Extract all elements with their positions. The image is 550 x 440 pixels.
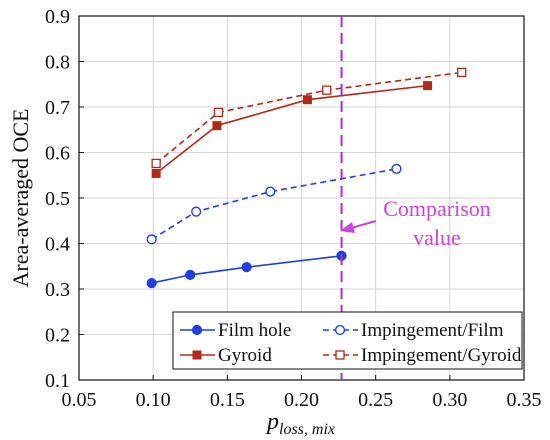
legend-marker	[334, 324, 346, 336]
y-tick-label: 0.1	[45, 370, 70, 392]
legend-item: Impingement/Film	[323, 320, 504, 341]
legend-item: Gyroid	[180, 345, 272, 366]
series-2	[146, 163, 402, 245]
data-point	[322, 85, 332, 95]
series-line	[151, 254, 342, 284]
legend-label: Gyroid	[218, 345, 272, 366]
data-point	[191, 206, 202, 217]
annotation-line1: Comparison	[383, 196, 491, 221]
legend-label: Impingement/Film	[361, 320, 504, 341]
x-tick-label: 0.20	[284, 389, 319, 411]
legend-item: Film hole	[180, 320, 291, 341]
legend-box	[172, 311, 523, 370]
x-tick-label: 0.05	[62, 389, 97, 411]
series-1	[146, 250, 347, 289]
series-4	[151, 67, 467, 169]
x-axis-title-main: p	[265, 409, 279, 435]
data-point	[212, 121, 222, 131]
y-tick-label: 0.7	[45, 97, 70, 119]
data-point	[151, 168, 161, 178]
annotation-arrowhead	[340, 222, 355, 233]
data-point	[185, 269, 196, 280]
series-line	[155, 84, 428, 175]
x-tick-label: 0.10	[136, 389, 171, 411]
y-tick-label: 0.5	[45, 188, 70, 210]
y-tick-label: 0.8	[45, 52, 70, 74]
data-point	[241, 262, 252, 273]
legend-marker	[191, 324, 203, 336]
data-point	[146, 277, 157, 289]
series-group	[146, 67, 467, 289]
series-3	[151, 81, 433, 178]
data-point	[151, 158, 161, 169]
data-point	[146, 234, 157, 245]
x-tick-label: 0.35	[507, 389, 542, 411]
annotation: Comparison value	[340, 196, 491, 250]
legend-label: Impingement/Gyroid	[361, 345, 522, 366]
data-point	[265, 186, 276, 197]
y-tick-label: 0.6	[45, 143, 70, 165]
data-point	[457, 67, 467, 78]
data-point	[302, 95, 312, 105]
legend: Film hole Impingement/Film Gyroid Impingeme…	[172, 311, 523, 370]
x-tick-labels: 0.05 0.10 0.15 0.20 0.25 0.30 0.35	[62, 375, 542, 411]
y-tick-labels: 0.1 0.2 0.3 0.4 0.5 0.6 0.7 0.8 0.9	[45, 6, 84, 392]
y-tick-label: 0.3	[45, 279, 70, 301]
y-tick-label: 0.4	[45, 234, 70, 256]
y-tick-label: 0.2	[45, 325, 70, 347]
legend-marker	[192, 350, 202, 360]
series-line	[155, 71, 462, 165]
data-point	[213, 107, 224, 118]
x-tick-label: 0.25	[358, 389, 393, 411]
data-point	[391, 163, 402, 174]
legend-item: Impingement/Gyroid	[323, 345, 522, 366]
x-axis-title-sub: loss, mix	[279, 421, 335, 438]
legend-items: Film hole Impingement/Film Gyroid Impingeme…	[180, 320, 522, 366]
annotation-line2: value	[413, 225, 461, 250]
y-axis-title: Area-averaged OCE	[8, 109, 33, 288]
series-line	[151, 168, 397, 241]
legend-label: Film hole	[218, 320, 291, 341]
x-axis-title: ploss, mix	[265, 409, 335, 438]
x-tick-label: 0.15	[210, 389, 245, 411]
legend-marker	[335, 350, 345, 360]
data-point	[423, 81, 433, 91]
x-tick-label: 0.30	[432, 389, 467, 411]
y-tick-label: 0.9	[45, 6, 70, 28]
